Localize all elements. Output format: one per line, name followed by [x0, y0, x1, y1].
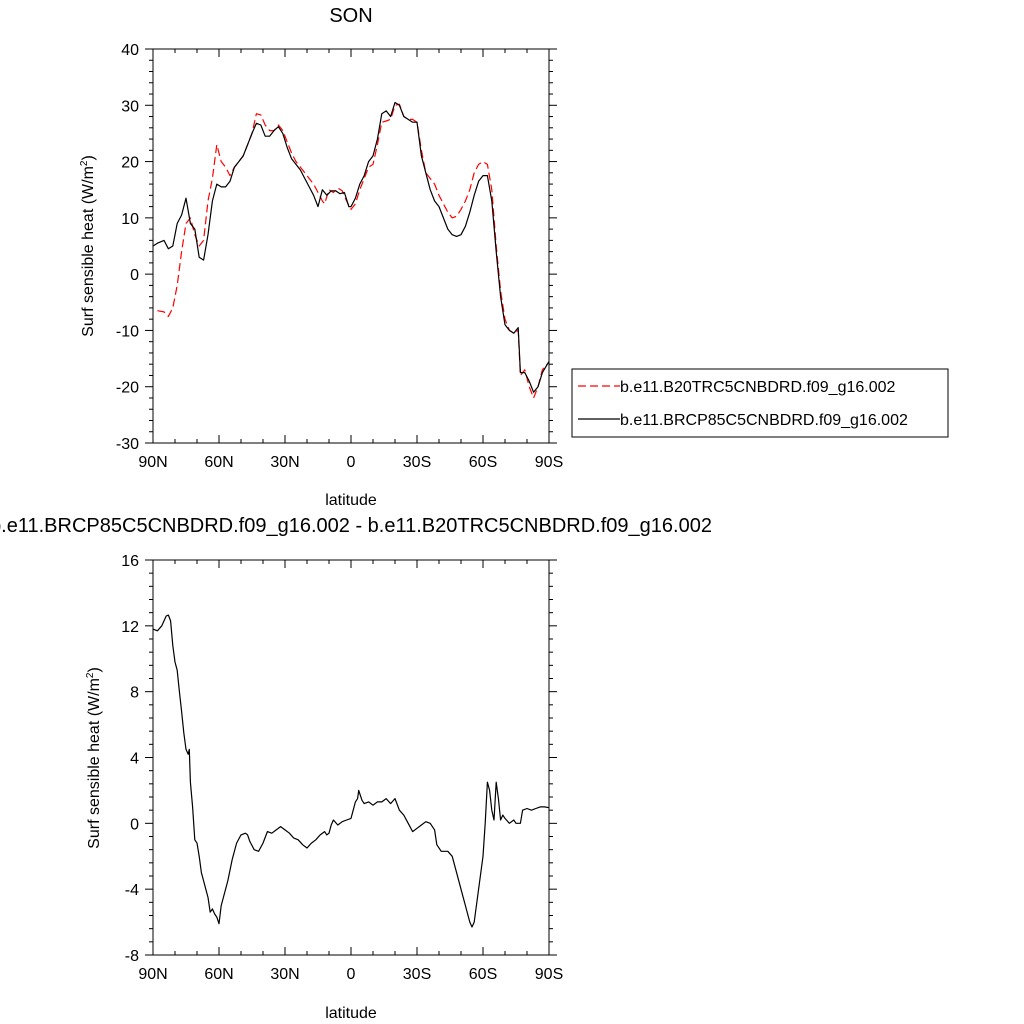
x-tick-label: 90S [535, 454, 563, 471]
x-tick-label: 30S [403, 454, 431, 471]
y-axis-label-close: ) [86, 667, 103, 672]
x-tick-label: 60S [469, 966, 497, 983]
x-tick-label: 0 [347, 966, 356, 983]
legend-label-b20trc: b.e11.B20TRC5CNBDRD.f09_g16.002 [620, 379, 896, 396]
legend: b.e11.B20TRC5CNBDRD.f09_g16.002 b.e11.BR… [571, 368, 949, 438]
y-tick-label: -8 [125, 948, 139, 965]
y-axis-label-text: Surf sensible heat (W/m [86, 678, 103, 849]
y-tick-label: 30 [121, 98, 139, 115]
plot-frame [152, 559, 550, 956]
axis-ticks: 90N 60N 30N 0 30S 60S 90S -8 -4 0 4 8 12 16 [121, 553, 563, 983]
y-tick-label: 4 [130, 751, 139, 768]
x-tick-label: 0 [347, 454, 356, 471]
y-tick-label: 0 [130, 816, 139, 833]
y-axis-label-text: Surf sensible heat (W/m [80, 166, 97, 337]
y-tick-label: 12 [121, 619, 139, 636]
x-axis-label: latitude [325, 492, 377, 509]
x-tick-label: 90S [535, 966, 563, 983]
x-tick-label: 90N [138, 966, 167, 983]
x-tick-label: 30N [270, 454, 299, 471]
series-line-0 [152, 614, 550, 928]
y-tick-label: 0 [130, 267, 139, 284]
y-tick-label: -10 [116, 323, 139, 340]
x-tick-label: 60N [204, 454, 233, 471]
x-tick-label: 60S [469, 454, 497, 471]
series-line-1 [152, 101, 550, 393]
chart-title: b.e11.BRCP85C5CNBDRD.f09_g16.002 - b.e11… [0, 515, 712, 537]
legend-label-brcp85: b.e11.BRCP85C5CNBDRD.f09_g16.002 [620, 412, 908, 429]
series-line-0 [157, 103, 548, 399]
y-tick-label: 8 [130, 685, 139, 702]
series-layer [152, 101, 550, 399]
x-tick-label: 90N [138, 454, 167, 471]
chart-title: SON [329, 5, 372, 27]
y-axis-label-superscript: 2 [79, 160, 90, 166]
legend-box [571, 368, 949, 438]
x-tick-label: 30N [270, 966, 299, 983]
x-tick-label: 60N [204, 966, 233, 983]
y-axis-label-close: ) [80, 155, 97, 160]
axis-ticks: 90N 60N 30N 0 30S 60S 90S -30 -20 -10 0 10 20 30 40 [116, 42, 563, 471]
y-tick-label: -20 [116, 380, 139, 397]
y-tick-label: 16 [121, 553, 139, 570]
y-tick-label: 40 [121, 42, 139, 59]
x-axis-label: latitude [325, 1005, 377, 1022]
y-tick-label: -4 [125, 882, 139, 899]
y-axis-label-superscript: 2 [85, 672, 96, 678]
y-axis-label: Surf sensible heat (W/m2) [85, 667, 103, 849]
series-layer [152, 614, 550, 928]
chart-panel-son: SON 90N 60N 30N 0 30S 60S 90S -30 -20 -10 0 10 20 30 4… [79, 5, 949, 509]
x-tick-label: 30S [403, 966, 431, 983]
plot-frame [152, 48, 550, 444]
y-tick-label: 10 [121, 211, 139, 228]
y-tick-label: -30 [116, 436, 139, 453]
y-axis-label: Surf sensible heat (W/m2) [79, 155, 97, 337]
chart-panel-difference: b.e11.BRCP85C5CNBDRD.f09_g16.002 - b.e11… [0, 515, 712, 1022]
y-tick-label: 20 [121, 155, 139, 172]
